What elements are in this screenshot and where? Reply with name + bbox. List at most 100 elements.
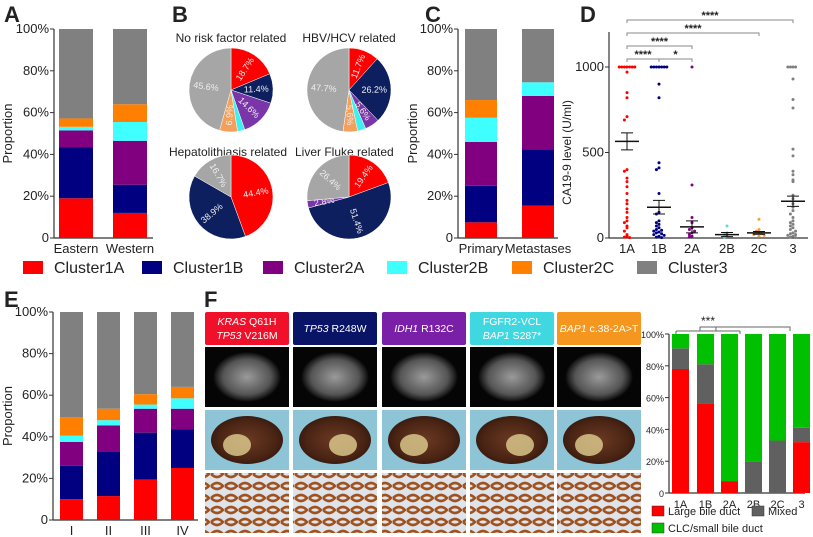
bar-segment-cluster1b bbox=[134, 432, 157, 480]
y-axis-label: Proportion bbox=[0, 104, 15, 164]
gene-name: TP53 bbox=[216, 330, 241, 342]
pie-slice-label: 11.4% bbox=[244, 84, 269, 95]
data-point bbox=[654, 168, 658, 172]
bar-segment-cluster2b bbox=[113, 122, 147, 141]
pie-title: Hepatolithiasis related bbox=[169, 145, 287, 159]
data-point bbox=[652, 229, 656, 233]
cluster-legend: Cluster1A Cluster1B Cluster2A Cluster2B Clus… bbox=[23, 260, 728, 277]
pie-slice-label: 44.4% bbox=[242, 185, 269, 199]
pie-slice-cluster3 bbox=[306, 47, 350, 132]
bar-segment-cluster2c bbox=[465, 100, 497, 118]
bar-segment-cluster1b bbox=[60, 465, 83, 500]
bar-segment-cluster2c bbox=[113, 104, 147, 123]
pie-slice-label: 45.6% bbox=[193, 80, 220, 93]
bar-segment-mixed bbox=[769, 440, 786, 493]
y-tick-label: 1000 bbox=[575, 59, 604, 74]
data-point bbox=[654, 224, 658, 228]
data-point bbox=[788, 212, 792, 216]
panel-b-pies: No risk factor related18.7%11.4%14.6%6.9… bbox=[169, 31, 396, 240]
data-point bbox=[660, 228, 664, 232]
y-tick-label: 40% bbox=[23, 146, 49, 161]
significance-label: *** bbox=[701, 314, 715, 328]
data-point bbox=[690, 183, 694, 187]
x-tick-label: 1B bbox=[699, 499, 712, 511]
legend-label: CLC/small bile duct bbox=[668, 523, 763, 535]
sem-errorbar bbox=[653, 199, 665, 215]
bar-segment-large-bile-duct bbox=[697, 403, 714, 493]
data-point bbox=[791, 222, 795, 226]
data-point bbox=[625, 91, 629, 95]
y-tick-label: 40% bbox=[646, 425, 664, 435]
tumor-region bbox=[400, 434, 428, 456]
bar-segment-large-bile-duct bbox=[793, 442, 810, 493]
data-point bbox=[786, 65, 790, 69]
pie-slice-cluster3 bbox=[188, 47, 232, 131]
data-point bbox=[791, 154, 795, 158]
legend-label: Cluster3 bbox=[668, 260, 728, 277]
y-axis-label: CA19-9 level (U/ml) bbox=[560, 100, 574, 205]
y-tick-label: 60% bbox=[646, 394, 664, 404]
bar-segment-clc-small-bile-duct bbox=[697, 334, 714, 365]
significance-label: **** bbox=[684, 23, 702, 35]
bar-segment-cluster1b bbox=[465, 185, 497, 223]
bar-segment-mixed bbox=[697, 364, 714, 404]
data-point bbox=[786, 233, 790, 237]
y-tick-label: 0 bbox=[41, 512, 48, 527]
legend-label: Cluster2C bbox=[543, 260, 614, 277]
bar-segment-cluster1b bbox=[113, 184, 147, 213]
bar-segment-cluster1a bbox=[171, 468, 194, 520]
bar-segment-cluster3 bbox=[60, 312, 83, 418]
data-point bbox=[657, 222, 661, 226]
gene-name: TP53 bbox=[303, 323, 328, 335]
bar-segment-cluster2c bbox=[59, 118, 93, 127]
y-tick-label: 0 bbox=[659, 489, 664, 499]
histology-image bbox=[293, 473, 377, 533]
data-point bbox=[660, 236, 664, 240]
data-point bbox=[791, 106, 795, 110]
panel-label-a: A bbox=[4, 2, 20, 27]
data-point bbox=[788, 232, 792, 236]
tumor-region bbox=[329, 434, 357, 456]
data-point bbox=[625, 168, 629, 172]
data-point bbox=[654, 221, 658, 225]
gene-name: IDH1 bbox=[394, 323, 418, 335]
mutation-name: FGFR2-VCL bbox=[483, 316, 542, 328]
x-tick-label: II bbox=[105, 523, 112, 537]
bar-segment-cluster3 bbox=[59, 29, 93, 119]
data-point bbox=[693, 229, 697, 233]
bar-segment-mixed bbox=[672, 348, 689, 369]
bar-segment-large-bile-duct bbox=[672, 368, 689, 493]
y-tick-label: 80% bbox=[23, 63, 49, 78]
y-tick-label: 40% bbox=[22, 429, 48, 444]
sem-errorbar bbox=[787, 195, 799, 207]
bar-segment-cluster1b bbox=[59, 147, 93, 199]
y-tick-label: 100% bbox=[16, 21, 50, 36]
x-tick-label: Eastern bbox=[54, 241, 99, 256]
data-point bbox=[794, 65, 798, 69]
data-point bbox=[791, 147, 795, 151]
data-point bbox=[687, 235, 691, 239]
bar-segment-cluster2a bbox=[465, 141, 497, 186]
data-point bbox=[628, 236, 632, 240]
x-tick-label: Metastases bbox=[505, 241, 572, 256]
bar-segment-cluster1a bbox=[522, 205, 554, 238]
x-tick-label: Western bbox=[106, 241, 154, 256]
pie-title: Liver Fluke related bbox=[295, 145, 394, 159]
x-tick-label: IV bbox=[176, 523, 189, 537]
data-point bbox=[625, 70, 629, 74]
data-point bbox=[630, 65, 634, 69]
mutation-name: Q61H bbox=[246, 316, 276, 328]
data-point bbox=[622, 118, 626, 122]
data-point bbox=[625, 115, 629, 119]
pie-slice-cluster3 bbox=[306, 154, 350, 201]
mutation-label: TP53 R248W bbox=[303, 323, 366, 335]
data-point bbox=[788, 227, 792, 231]
data-point bbox=[791, 97, 795, 101]
data-point bbox=[625, 207, 629, 211]
data-point bbox=[662, 233, 666, 237]
bar-segment-cluster2b bbox=[134, 404, 157, 409]
bar-segment-cluster2b bbox=[59, 126, 93, 131]
y-tick-label: 80% bbox=[427, 63, 453, 78]
data-point bbox=[791, 219, 795, 223]
